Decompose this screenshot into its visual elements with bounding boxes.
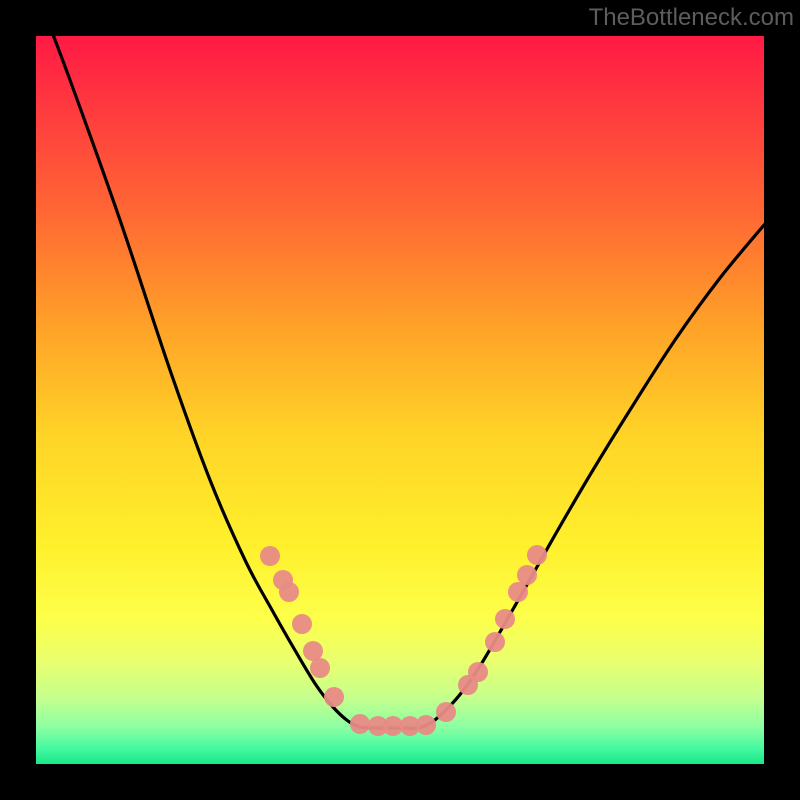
data-dot	[485, 632, 505, 652]
plot-area	[36, 36, 764, 764]
data-dot	[436, 702, 456, 722]
data-dot	[517, 565, 537, 585]
data-dot	[350, 714, 370, 734]
data-dot	[416, 715, 436, 735]
data-dot	[310, 658, 330, 678]
plot-svg	[36, 36, 764, 764]
gradient-background	[36, 36, 764, 764]
watermark-text: TheBottleneck.com	[589, 4, 794, 32]
data-dot	[508, 582, 528, 602]
data-dot	[260, 546, 280, 566]
data-dot	[468, 662, 488, 682]
data-dot	[279, 582, 299, 602]
data-dot	[495, 609, 515, 629]
data-dot	[292, 614, 312, 634]
data-dot	[527, 545, 547, 565]
chart-frame: TheBottleneck.com	[0, 0, 800, 800]
data-dot	[324, 687, 344, 707]
